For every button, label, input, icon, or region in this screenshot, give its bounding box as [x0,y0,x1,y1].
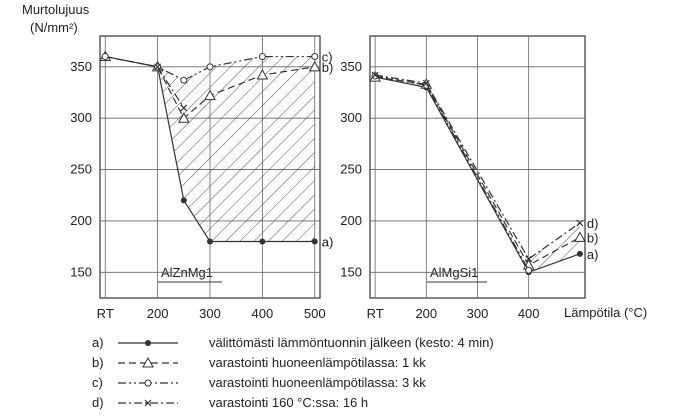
x-tick-label: RT [97,306,114,321]
y-tick-label: 250 [340,162,362,177]
data-point-c [258,53,266,61]
data-point-b [574,231,586,242]
legend-marker [142,356,154,368]
hatched-region [528,222,580,273]
legend-marker [144,399,152,407]
x-tick-label: RT [367,306,384,321]
legend-key: b) [92,355,104,370]
data-point-a [207,238,213,245]
series-line-a [375,76,581,274]
y-tick-label: 300 [340,110,362,125]
legend-label: varastointi huoneenlämpötilassa: 1 kk [209,355,426,370]
data-point-a [180,197,187,204]
x-axis-title: Lämpötila (°C) [564,305,647,320]
series-end-label: b) [322,60,334,75]
legend-marker [145,340,151,346]
x-tick-label: 200 [415,306,437,321]
x-tick-label: 400 [518,306,540,321]
data-point-d [422,79,430,87]
data-point-a [576,250,583,257]
data-point-c [311,53,319,61]
data-point-d [576,219,584,227]
data-point-b [308,60,321,72]
x-tick-label: 200 [147,306,169,321]
data-point-d [180,104,188,112]
legend-marker [144,379,152,387]
data-point-b [204,89,216,101]
data-point-c [206,63,214,71]
x-tick-label: 300 [467,306,489,321]
y-tick-label: 150 [70,264,92,279]
series-line-c [105,55,315,81]
data-point-d [525,255,533,263]
data-point-c [101,53,109,61]
x-tick-label: 400 [252,306,274,321]
y-tick-label: 350 [70,59,92,74]
hatched-region [157,56,315,242]
y-tick-label: 150 [340,264,362,279]
y-axis-title-line2: (N/mm²) [30,20,78,35]
legend-key: d) [92,395,104,410]
y-tick-label: 250 [70,162,92,177]
data-point-a [311,238,318,245]
y-tick-label: 300 [70,110,92,125]
data-point-d [371,71,379,79]
legend-key: c) [92,375,103,390]
data-point-d [154,63,162,71]
y-axis-title-line1: Murtolujuus [22,2,90,17]
legend: a) välittömästi lämmöntuonnin jälkeen (ke… [92,335,494,410]
legend-label: välittömästi lämmöntuonnin jälkeen (kest… [209,335,494,350]
data-point-a [259,238,266,245]
series-end-label: b) [587,230,599,245]
data-point-b [177,112,190,123]
series-end-label: a) [322,234,334,249]
y-tick-label: 200 [70,213,92,228]
legend-label: varastointi 160 °C:ssa: 16 h [209,395,368,410]
legend-label: varastointi huoneenlämpötilassa: 3 kk [209,375,426,390]
data-point-b [256,69,269,80]
legend-key: a) [92,335,104,350]
data-point-c [371,72,379,80]
x-tick-label: 300 [199,306,221,321]
data-point-c [525,266,533,274]
data-point-c [180,76,188,84]
series-line-c [375,75,530,271]
series-end-label: d) [587,216,599,231]
y-tick-label: 200 [340,213,362,228]
x-tick-label: 500 [304,306,326,321]
series-end-label: c) [322,50,333,65]
series-end-label: a) [587,247,599,262]
y-tick-label: 350 [340,59,362,74]
